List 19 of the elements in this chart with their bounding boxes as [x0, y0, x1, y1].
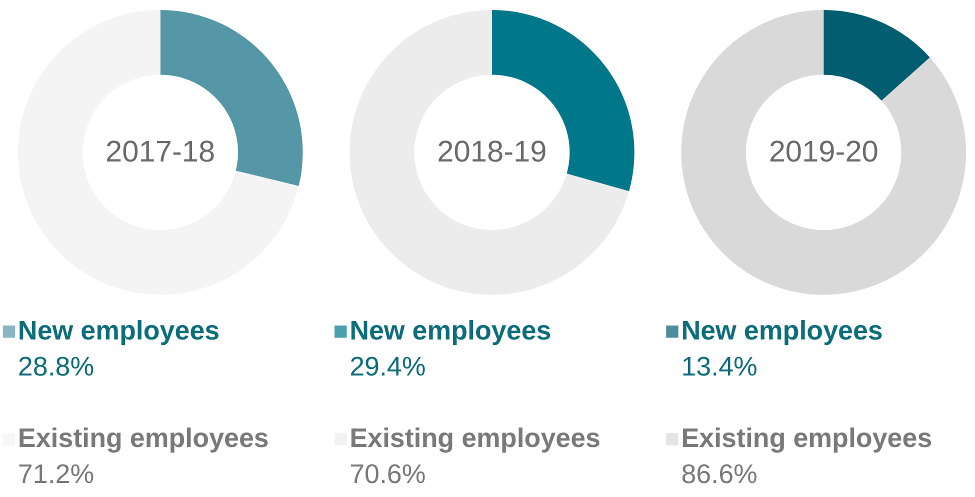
text: 2018-19 [437, 135, 547, 168]
text: 2017-18 [106, 135, 216, 168]
legend-label: Existing employees [18, 423, 269, 454]
legend-label: Existing employees [350, 423, 601, 454]
legend-label: New employees [18, 316, 220, 346]
text: 2019-20 [768, 135, 878, 168]
data-label: 29.4% [350, 351, 426, 382]
legend-label: New employees [350, 316, 552, 346]
legend-label: Existing employees [681, 423, 932, 454]
data-label: 13.4% [681, 351, 758, 382]
data-label: 86.6% [681, 459, 758, 490]
legend-label: New employees [681, 316, 883, 346]
donut-slice [350, 10, 629, 295]
data-label: 70.6% [350, 459, 426, 490]
data-label: 28.8% [18, 351, 94, 382]
donut-slice [824, 10, 930, 101]
donut-slice [681, 10, 966, 295]
donut-slice [18, 10, 299, 295]
data-label: 71.2% [18, 459, 94, 490]
